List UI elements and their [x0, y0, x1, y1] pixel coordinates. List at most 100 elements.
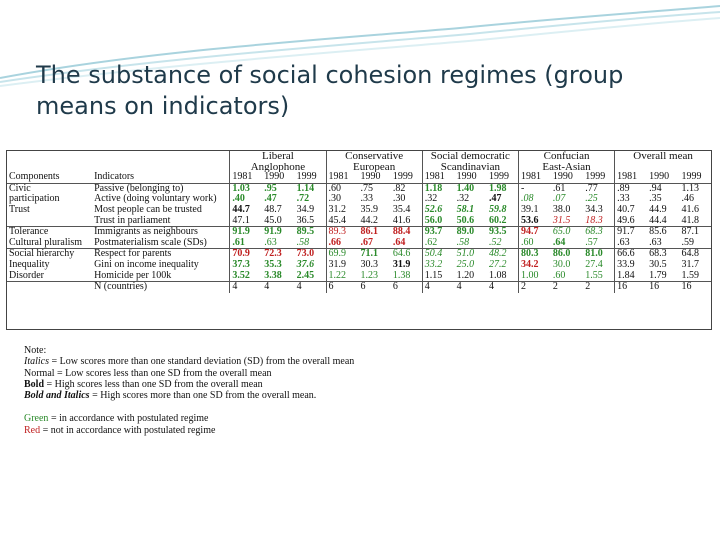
year-header: 1999 — [296, 172, 317, 183]
value-cell: 16 — [649, 281, 660, 293]
value-cell: 31.2 — [325, 204, 359, 216]
table-row: participation Active (doing voluntary wor… — [7, 194, 711, 205]
value-cell: 50.4 — [421, 248, 455, 260]
value-cell: .07 — [552, 194, 566, 205]
value-cell: 30.5 — [649, 259, 667, 270]
table-row: Civic Passive (belonging to) 1.03.95 1.14 .6… — [7, 183, 711, 195]
value-cell: 4 — [489, 281, 495, 293]
value-cell: 1.84 — [614, 270, 648, 282]
value-cell: 31.7 — [681, 259, 699, 270]
value-cell: 1.14 — [296, 183, 315, 194]
value-cell: - — [517, 183, 551, 195]
value-cell: 93.7 — [421, 226, 455, 238]
year-header: 1981 — [517, 172, 551, 184]
value-cell: 35.4 — [392, 204, 411, 215]
value-cell: 89.0 — [456, 226, 475, 238]
value-cell: 31.5 — [552, 215, 571, 226]
value-cell: 44.4 — [649, 215, 667, 226]
value-cell: .47 — [264, 194, 277, 205]
year-header: 1990 — [649, 172, 670, 183]
value-cell: 86.1 — [360, 226, 378, 238]
value-cell: 49.6 — [614, 215, 648, 227]
year-header: 1999 — [392, 172, 413, 183]
value-cell: .63 — [614, 237, 648, 249]
value-cell: 1.22 — [325, 270, 359, 282]
group-subheader-social-democratic: Scandinavian — [421, 161, 519, 173]
value-cell: 1.18 — [421, 183, 455, 195]
value-cell: 72.3 — [264, 248, 282, 260]
value-cell: .64 — [392, 237, 406, 248]
group-subheader-overall — [614, 161, 711, 173]
value-cell: .63 — [264, 237, 277, 248]
value-cell: 86.0 — [552, 248, 571, 260]
value-cell: 56.0 — [421, 215, 455, 227]
value-cell: .61 — [229, 237, 263, 249]
value-cell: 4 — [296, 281, 302, 293]
component-cell: participation — [9, 194, 60, 205]
value-cell: 73.0 — [296, 248, 315, 260]
regimes-table: Liberal Conservative Social democratic C… — [7, 151, 711, 293]
note-red-text: = not in accordance with postulated regi… — [40, 424, 216, 436]
value-cell: 48.2 — [489, 248, 507, 260]
value-cell: 44.2 — [360, 215, 378, 226]
value-cell: 38.0 — [552, 204, 571, 215]
group-header-social-democratic: Social democratic — [421, 151, 519, 162]
value-cell: 91.9 — [264, 226, 282, 238]
note-italics-label: Italics — [24, 356, 49, 368]
value-cell: .95 — [264, 183, 277, 194]
value-cell: 87.1 — [681, 226, 699, 238]
value-cell: 25.0 — [456, 259, 475, 270]
value-cell: .08 — [517, 194, 551, 205]
component-cell: Tolerance — [9, 226, 49, 238]
note-green-text: = in accordance with postulated regime — [48, 413, 209, 425]
value-cell: .32 — [456, 194, 470, 205]
value-cell: 41.6 — [392, 215, 411, 226]
value-cell: 69.9 — [325, 248, 359, 260]
value-cell: 1.40 — [456, 183, 475, 194]
value-cell: .67 — [360, 237, 373, 248]
value-cell: 44.9 — [649, 204, 667, 215]
table-row: Trust Most people can be trusted 44.7 48.7 3… — [7, 204, 711, 216]
value-cell: 50.6 — [456, 215, 475, 226]
table-row: Cultural pluralism Postmaterialism scale … — [7, 237, 711, 249]
value-cell: 2 — [585, 281, 591, 293]
component-cell: Disorder — [9, 270, 44, 281]
table-row: Inequality Gini on income inequality 37.3 3… — [7, 259, 711, 271]
note-heading: Note: — [24, 345, 47, 356]
note-green: Green = in accordance with postulated re… — [24, 413, 354, 424]
note-bold-italics-label: Bold and Italics — [24, 390, 90, 402]
value-cell: .30 — [325, 194, 359, 205]
value-cell: 33.9 — [614, 259, 648, 271]
value-cell: 93.5 — [489, 226, 507, 238]
component-cell: Inequality — [9, 259, 50, 270]
value-cell: 35.9 — [360, 204, 378, 215]
value-cell: 31.9 — [325, 259, 359, 271]
note-red: Red = not in accordance with postulated … — [24, 425, 354, 436]
indicator-cell: Trust in parliament — [94, 215, 171, 226]
regimes-table-frame: Liberal Conservative Social democratic C… — [6, 150, 712, 330]
value-cell: 89.5 — [296, 226, 315, 238]
value-cell: 34.2 — [517, 259, 551, 271]
value-cell: .60 — [552, 270, 566, 281]
indicators-header: Indicators — [94, 172, 135, 183]
value-cell: 66.6 — [614, 248, 648, 260]
group-header-conservative: Conservative — [325, 151, 423, 162]
table-row: Tolerance Immigrants as neighbours 91.9 91.… — [7, 226, 711, 238]
note-green-label: Green — [24, 413, 49, 425]
value-cell: 91.9 — [229, 226, 263, 238]
value-cell: 39.1 — [517, 204, 551, 216]
value-cell: .59 — [681, 237, 694, 248]
value-cell: .58 — [456, 237, 470, 248]
value-cell: .57 — [585, 237, 598, 248]
note-red-label: Red — [24, 424, 41, 436]
group-header-liberal: Liberal — [229, 151, 327, 162]
value-cell: 3.38 — [264, 270, 282, 281]
group-header-confucian: Confucian — [517, 151, 615, 162]
value-cell: 52.6 — [421, 204, 455, 216]
value-cell: 91.7 — [614, 226, 648, 238]
value-cell: 2 — [552, 281, 558, 293]
component-cell: Social hierarchy — [9, 248, 75, 260]
value-cell: 64.6 — [392, 248, 411, 260]
value-cell: 81.0 — [585, 248, 603, 260]
value-cell: 53.6 — [517, 215, 551, 227]
